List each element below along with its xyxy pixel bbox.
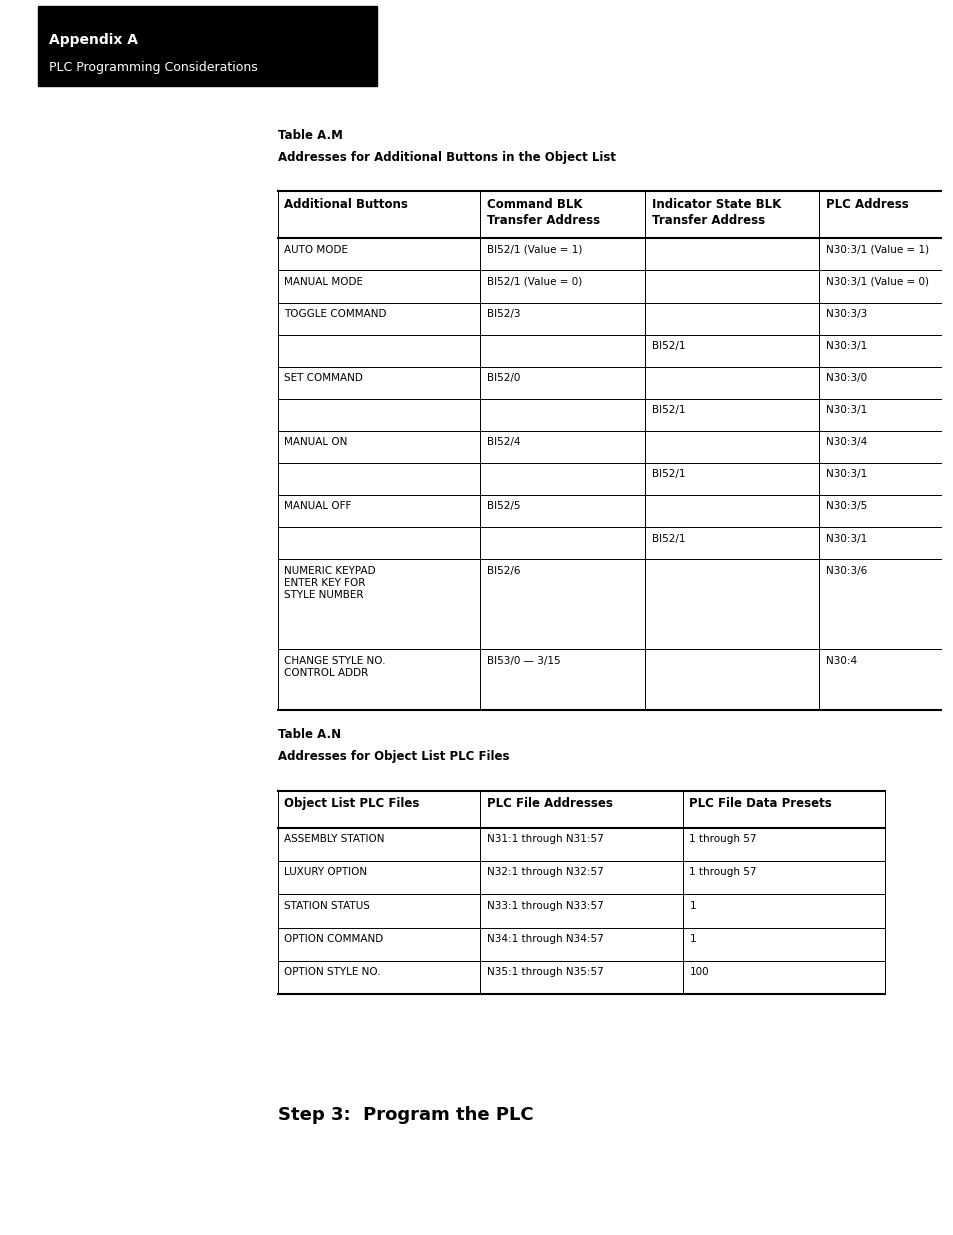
Text: N30:3/6: N30:3/6 [825,566,866,576]
Text: NUMERIC KEYPAD
ENTER KEY FOR
STYLE NUMBER: NUMERIC KEYPAD ENTER KEY FOR STYLE NUMBE… [284,566,375,600]
Text: N30:4: N30:4 [825,656,856,666]
Text: BI52/6: BI52/6 [486,566,520,576]
Text: PLC File Addresses: PLC File Addresses [486,797,612,810]
Text: MANUAL MODE: MANUAL MODE [284,277,363,287]
Text: STATION STATUS: STATION STATUS [284,900,370,910]
Text: Addresses for Object List PLC Files: Addresses for Object List PLC Files [277,751,509,763]
Text: ASSEMBLY STATION: ASSEMBLY STATION [284,834,384,844]
Text: SET COMMAND: SET COMMAND [284,373,363,383]
Text: Step 3:  Program the PLC: Step 3: Program the PLC [277,1105,533,1124]
Text: BI52/5: BI52/5 [486,501,520,511]
Text: BI52/1 (Value = 0): BI52/1 (Value = 0) [486,277,581,287]
Text: N30:3/5: N30:3/5 [825,501,866,511]
Text: N30:3/3: N30:3/3 [825,309,866,319]
Text: N30:3/1 (Value = 1): N30:3/1 (Value = 1) [825,245,928,254]
Text: Command BLK
Transfer Address: Command BLK Transfer Address [486,198,599,226]
Text: 100: 100 [689,967,708,977]
Text: N33:1 through N33:57: N33:1 through N33:57 [486,900,603,910]
Text: PLC Programming Considerations: PLC Programming Considerations [49,61,257,74]
Text: BI52/1: BI52/1 [651,534,684,543]
Text: 1: 1 [689,934,696,944]
Text: N30:3/0: N30:3/0 [825,373,866,383]
Text: N32:1 through N32:57: N32:1 through N32:57 [486,867,603,877]
Text: N30:3/1: N30:3/1 [825,469,866,479]
Text: PLC File Data Presets: PLC File Data Presets [689,797,831,810]
Text: N30:3/1 (Value = 0): N30:3/1 (Value = 0) [825,277,928,287]
Text: N30:3/1: N30:3/1 [825,534,866,543]
Text: BI52/1: BI52/1 [651,405,684,415]
Text: CHANGE STYLE NO.
CONTROL ADDR: CHANGE STYLE NO. CONTROL ADDR [284,656,386,678]
Text: BI53/0 — 3/15: BI53/0 — 3/15 [486,656,560,666]
Text: OPTION COMMAND: OPTION COMMAND [284,934,383,944]
Text: BI52/1: BI52/1 [651,469,684,479]
Text: Table A.N: Table A.N [277,729,340,741]
Text: Appendix A: Appendix A [49,33,138,47]
Text: 1: 1 [689,900,696,910]
Text: BI52/4: BI52/4 [486,437,520,447]
Text: 1 through 57: 1 through 57 [689,867,756,877]
Text: BI52/1: BI52/1 [651,341,684,351]
Text: LUXURY OPTION: LUXURY OPTION [284,867,367,877]
Text: 1 through 57: 1 through 57 [689,834,756,844]
Text: N30:3/1: N30:3/1 [825,341,866,351]
Text: OPTION STYLE NO.: OPTION STYLE NO. [284,967,380,977]
Text: Object List PLC Files: Object List PLC Files [284,797,419,810]
Text: Indicator State BLK
Transfer Address: Indicator State BLK Transfer Address [651,198,781,226]
Text: PLC Address: PLC Address [825,198,908,211]
Bar [37,6,376,86]
Text: BI52/1 (Value = 1): BI52/1 (Value = 1) [486,245,581,254]
Text: MANUAL ON: MANUAL ON [284,437,348,447]
Text: Table A.M: Table A.M [277,128,342,142]
Text: N31:1 through N31:57: N31:1 through N31:57 [486,834,603,844]
Text: N30:3/4: N30:3/4 [825,437,866,447]
Text: N35:1 through N35:57: N35:1 through N35:57 [486,967,603,977]
Text: MANUAL OFF: MANUAL OFF [284,501,352,511]
Text: BI52/0: BI52/0 [486,373,519,383]
Text: Additional Buttons: Additional Buttons [284,198,408,211]
Text: TOGGLE COMMAND: TOGGLE COMMAND [284,309,387,319]
Text: N34:1 through N34:57: N34:1 through N34:57 [486,934,603,944]
Text: Addresses for Additional Buttons in the Object List: Addresses for Additional Buttons in the … [277,151,616,164]
Text: N30:3/1: N30:3/1 [825,405,866,415]
Text: BI52/3: BI52/3 [486,309,520,319]
Text: AUTO MODE: AUTO MODE [284,245,348,254]
